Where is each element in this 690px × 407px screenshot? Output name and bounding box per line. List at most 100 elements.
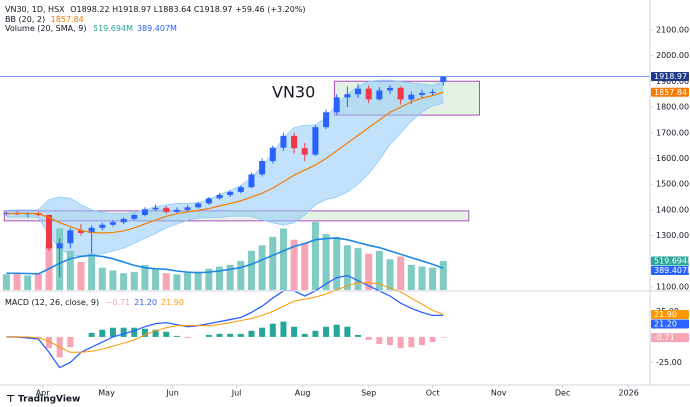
x-tick-label: Jul bbox=[231, 389, 242, 398]
legend-main: VN30, 1D, HSX O1898.22 H1918.97 L1883.64… bbox=[5, 5, 306, 14]
axis-layer: 2100.00 2000.00 1900.00 1800.00 1700.00 1600.… bbox=[0, 0, 690, 398]
x-tick-label: Apr bbox=[36, 389, 51, 398]
volume-bar bbox=[397, 256, 405, 290]
macd-histogram-bar bbox=[131, 327, 138, 337]
macd-histogram-bar bbox=[205, 334, 212, 337]
macd-histogram-bar bbox=[429, 336, 436, 343]
y-tick-label: 1600.00 bbox=[656, 154, 689, 163]
volume-bar bbox=[311, 221, 319, 290]
candle-body bbox=[216, 194, 223, 199]
axis-badge-label: 1857.84 bbox=[654, 88, 687, 97]
macd-signal bbox=[6, 282, 444, 353]
y-tick-label: 1300.00 bbox=[656, 231, 689, 240]
candle-body bbox=[365, 88, 372, 100]
candle-body bbox=[418, 92, 425, 95]
macd-histogram-bar bbox=[344, 326, 351, 337]
candle-body bbox=[195, 203, 202, 208]
macd-histogram-bar bbox=[141, 328, 148, 337]
volume-bar bbox=[279, 228, 287, 290]
macd-line bbox=[6, 274, 444, 369]
candle-body bbox=[163, 207, 170, 212]
macd-histogram-bar bbox=[301, 333, 308, 337]
volume-bar bbox=[205, 268, 213, 290]
candle-body bbox=[408, 94, 415, 100]
axis-badge-label: 519.694M bbox=[654, 256, 690, 265]
candle-body bbox=[131, 214, 138, 219]
legend-macd-value: 21.20 bbox=[134, 298, 157, 307]
volume-bar bbox=[386, 259, 394, 290]
axis-badge bbox=[651, 72, 689, 82]
candle-body bbox=[429, 91, 436, 93]
macd-histogram-bar bbox=[227, 333, 234, 337]
volume-bar bbox=[226, 264, 234, 290]
y-tick-label: 1400.00 bbox=[656, 205, 689, 214]
legend-volume-name: Volume (20, SMA, 9) bbox=[5, 24, 86, 33]
candle-body bbox=[88, 227, 95, 233]
macd-histogram-bar bbox=[46, 336, 53, 349]
macd-histogram-bar bbox=[120, 327, 127, 337]
volume-bar bbox=[120, 273, 128, 290]
axis-badge-label: 21.90 bbox=[654, 310, 677, 319]
legend-symbol: VN30, 1D, HSX bbox=[5, 5, 65, 14]
volume-sma bbox=[6, 237, 444, 275]
candle-body bbox=[67, 230, 74, 244]
volume-bar bbox=[88, 253, 96, 290]
legend-macd-value: 21.90 bbox=[161, 298, 184, 307]
macd-histogram-bar bbox=[323, 326, 330, 337]
y-tick-label: 2000.00 bbox=[656, 51, 689, 60]
candle-body bbox=[173, 209, 180, 212]
candle-body bbox=[248, 174, 255, 188]
axis-badge bbox=[651, 319, 689, 329]
x-tick-label: Sep bbox=[361, 389, 376, 398]
candle-body bbox=[440, 76, 447, 82]
legend-bb-value: 1857.84 bbox=[51, 15, 84, 24]
candle-body bbox=[237, 187, 244, 192]
candle-body bbox=[77, 230, 84, 233]
legend-ohlc: O1898.22 H1918.97 L1883.64 C1918.97 +59.… bbox=[70, 5, 305, 14]
axis-badge bbox=[651, 333, 689, 343]
volume-bar bbox=[429, 267, 437, 290]
macd-histogram-bar bbox=[109, 327, 116, 337]
macd-histogram-bar bbox=[365, 336, 372, 340]
axis-badge-label: 21.20 bbox=[654, 320, 677, 329]
y-tick-label: 1800.00 bbox=[656, 103, 689, 112]
x-tick-label: Jun bbox=[165, 389, 179, 398]
candle-body bbox=[227, 191, 234, 195]
volume-bar bbox=[354, 248, 362, 290]
bb-upper bbox=[6, 79, 444, 215]
candle-body bbox=[280, 135, 287, 148]
candle-body bbox=[56, 243, 63, 249]
candle-body bbox=[109, 222, 116, 225]
macd-histogram-bar bbox=[259, 327, 266, 337]
volume-bar bbox=[258, 245, 266, 290]
brand: TradingView bbox=[18, 395, 80, 405]
candle-body bbox=[344, 94, 351, 98]
macd-histogram-bar bbox=[312, 330, 319, 337]
volume-bar bbox=[162, 273, 170, 290]
legend-volume: Volume (20, SMA, 9) 519.694M 389.407M bbox=[5, 24, 177, 33]
volume-bar bbox=[375, 250, 383, 290]
volume-bar bbox=[418, 266, 426, 290]
candle-body bbox=[387, 87, 393, 91]
macd-histogram-bar bbox=[173, 335, 180, 337]
y-tick-label: 1700.00 bbox=[656, 128, 689, 137]
candle-body bbox=[141, 209, 148, 215]
candle-body bbox=[323, 112, 330, 128]
y-tick-label: 1500.00 bbox=[656, 180, 689, 189]
bb-band bbox=[6, 80, 444, 257]
legend-volume-value: 389.407M bbox=[137, 24, 177, 33]
candle-body bbox=[152, 207, 159, 210]
axis-badge-label: 389.407M bbox=[654, 266, 690, 275]
axis-badge bbox=[651, 265, 689, 275]
volume-bar bbox=[66, 250, 74, 290]
x-tick-label: Oct bbox=[426, 389, 440, 398]
macd-histogram-bar bbox=[397, 336, 404, 349]
macd-histogram-bar bbox=[280, 321, 287, 337]
bb-lower bbox=[6, 102, 444, 257]
macd-y-tick-label: -25.00 bbox=[656, 358, 682, 367]
volume-bar bbox=[216, 266, 224, 290]
volume-bar bbox=[269, 236, 277, 290]
volume-bar bbox=[439, 260, 447, 290]
volume-bar bbox=[34, 273, 42, 290]
